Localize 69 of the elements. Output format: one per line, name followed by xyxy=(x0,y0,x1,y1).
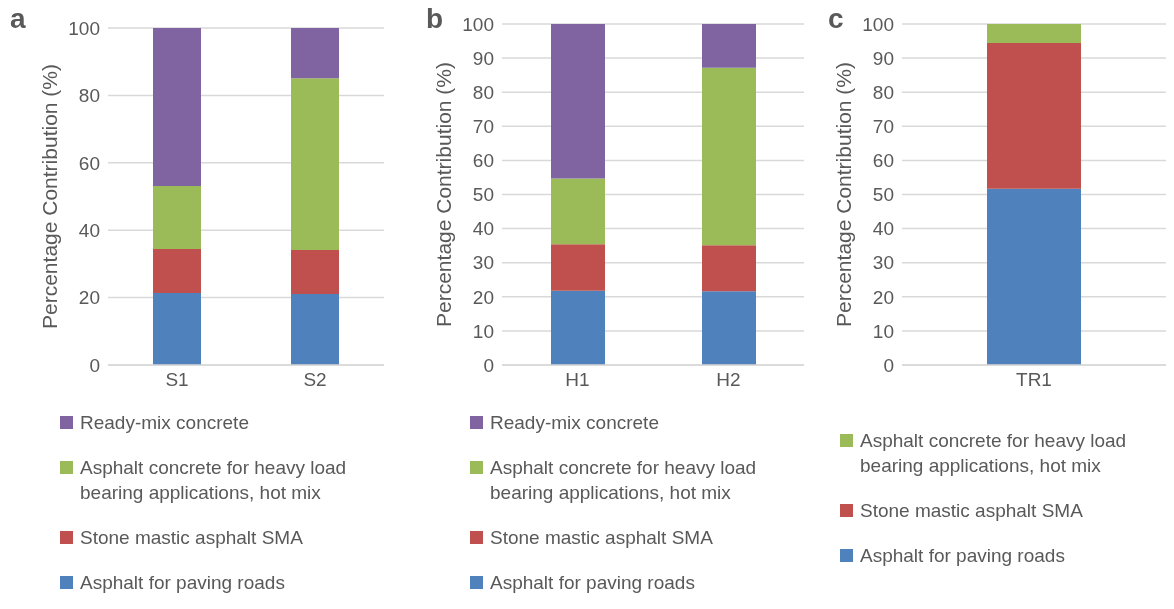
legend-label: Asphalt for paving roads xyxy=(860,544,1065,568)
bar xyxy=(987,188,1081,365)
bar xyxy=(153,186,201,250)
bar xyxy=(702,291,756,365)
legend-label: Asphalt concrete for heavy load bearing applications, hot mix xyxy=(490,456,758,505)
bar xyxy=(987,24,1081,44)
y-axis-title: Percentage Contribution (%) xyxy=(432,62,456,327)
y-tick-label: 40 xyxy=(78,219,100,241)
y-axis-title: Percentage Contribution (%) xyxy=(832,62,856,327)
y-tick-label: 100 xyxy=(462,13,494,35)
y-tick-label: 80 xyxy=(78,85,100,107)
legend-label: Asphalt concrete for heavy load bearing applications, hot mix xyxy=(860,429,1128,478)
legend-label: Ready-mix concrete xyxy=(490,411,659,435)
y-tick-label: 90 xyxy=(872,47,894,69)
y-tick-label: 40 xyxy=(472,218,494,240)
bar xyxy=(702,245,756,292)
y-tick-label: 100 xyxy=(862,13,894,35)
y-tick-label: 10 xyxy=(472,320,494,342)
legend-label: Stone mastic asphalt SMA xyxy=(860,499,1083,523)
chart-title: a xyxy=(10,3,26,34)
y-tick-label: 0 xyxy=(483,354,494,376)
x-tick-label: H1 xyxy=(565,369,590,391)
y-tick-label: 70 xyxy=(872,116,894,138)
y-tick-label: 80 xyxy=(472,81,494,103)
x-tick-label: S1 xyxy=(165,369,189,391)
y-tick-label: 50 xyxy=(472,184,494,206)
y-tick-label: 60 xyxy=(872,150,894,172)
legend-label: Ready-mix concrete xyxy=(80,411,249,435)
y-tick-label: 0 xyxy=(883,354,894,376)
x-tick-label: H2 xyxy=(716,369,741,391)
bar xyxy=(551,178,605,245)
y-tick-label: 20 xyxy=(472,286,494,308)
bar xyxy=(153,249,201,293)
y-tick-label: 70 xyxy=(472,116,494,138)
legend-label: Stone mastic asphalt SMA xyxy=(80,526,303,550)
legend-label: Stone mastic asphalt SMA xyxy=(490,526,713,550)
bar xyxy=(153,292,201,365)
bar xyxy=(291,293,339,365)
y-tick-label: 30 xyxy=(872,252,894,274)
y-tick-label: 40 xyxy=(872,218,894,240)
y-tick-label: 60 xyxy=(78,152,100,174)
y-tick-label: 10 xyxy=(872,320,894,342)
y-tick-label: 0 xyxy=(89,354,100,376)
legend-label: Asphalt for paving roads xyxy=(490,571,695,595)
y-axis-title: Percentage Contribution (%) xyxy=(38,64,62,329)
y-tick-label: 80 xyxy=(872,81,894,103)
bar xyxy=(551,24,605,179)
x-tick-label: S2 xyxy=(303,369,327,391)
chart-title: b xyxy=(426,3,444,34)
y-tick-label: 50 xyxy=(872,184,894,206)
bar xyxy=(702,67,756,246)
legend-label: Asphalt concrete for heavy load bearing applications, hot mix xyxy=(80,456,348,505)
bar xyxy=(551,290,605,365)
y-tick-label: 20 xyxy=(78,287,100,309)
chart-title: c xyxy=(828,3,844,34)
bar xyxy=(702,24,756,68)
bar xyxy=(551,244,605,291)
bar xyxy=(291,28,339,79)
bar xyxy=(291,250,339,294)
bar xyxy=(987,43,1081,189)
legend-label: Asphalt for paving roads xyxy=(80,571,285,595)
bar xyxy=(153,28,201,187)
y-tick-label: 90 xyxy=(472,47,494,69)
y-tick-label: 20 xyxy=(872,286,894,308)
y-tick-label: 100 xyxy=(68,17,100,39)
y-tick-label: 60 xyxy=(472,150,494,172)
x-tick-label: TR1 xyxy=(1016,369,1052,391)
bar xyxy=(291,78,339,251)
y-tick-label: 30 xyxy=(472,252,494,274)
